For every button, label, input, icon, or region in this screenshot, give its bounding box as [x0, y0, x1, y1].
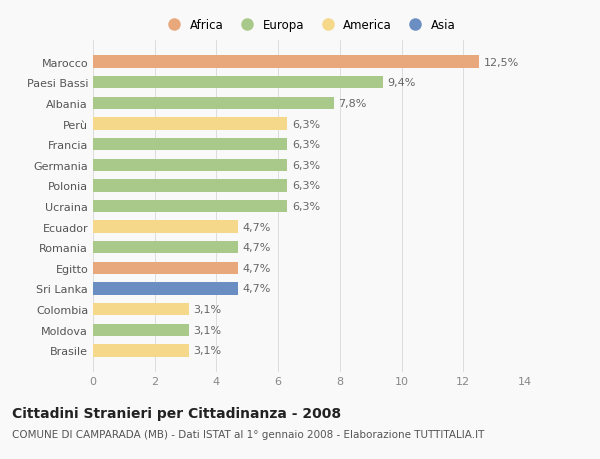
Text: 4,7%: 4,7% — [242, 263, 271, 273]
Text: 7,8%: 7,8% — [338, 99, 367, 109]
Bar — [93, 180, 287, 192]
Bar — [93, 283, 238, 295]
Text: 6,3%: 6,3% — [292, 140, 320, 150]
Text: 9,4%: 9,4% — [388, 78, 416, 88]
Legend: Africa, Europa, America, Asia: Africa, Europa, America, Asia — [163, 19, 455, 32]
Text: 4,7%: 4,7% — [242, 284, 271, 294]
Text: COMUNE DI CAMPARADA (MB) - Dati ISTAT al 1° gennaio 2008 - Elaborazione TUTTITAL: COMUNE DI CAMPARADA (MB) - Dati ISTAT al… — [12, 429, 484, 439]
Text: 3,1%: 3,1% — [193, 304, 221, 314]
Bar — [93, 201, 287, 213]
Bar — [93, 139, 287, 151]
Bar — [93, 77, 383, 89]
Bar — [93, 262, 238, 274]
Text: 6,3%: 6,3% — [292, 181, 320, 191]
Text: 6,3%: 6,3% — [292, 160, 320, 170]
Text: 3,1%: 3,1% — [193, 325, 221, 335]
Bar — [93, 56, 479, 69]
Text: 6,3%: 6,3% — [292, 202, 320, 212]
Text: 12,5%: 12,5% — [484, 57, 518, 67]
Bar — [93, 159, 287, 172]
Bar — [93, 241, 238, 254]
Bar — [93, 97, 334, 110]
Bar — [93, 118, 287, 130]
Bar — [93, 324, 188, 336]
Text: Cittadini Stranieri per Cittadinanza - 2008: Cittadini Stranieri per Cittadinanza - 2… — [12, 406, 341, 420]
Bar — [93, 344, 188, 357]
Bar — [93, 221, 238, 233]
Text: 4,7%: 4,7% — [242, 222, 271, 232]
Text: 4,7%: 4,7% — [242, 243, 271, 253]
Text: 3,1%: 3,1% — [193, 346, 221, 356]
Bar — [93, 303, 188, 316]
Text: 6,3%: 6,3% — [292, 119, 320, 129]
